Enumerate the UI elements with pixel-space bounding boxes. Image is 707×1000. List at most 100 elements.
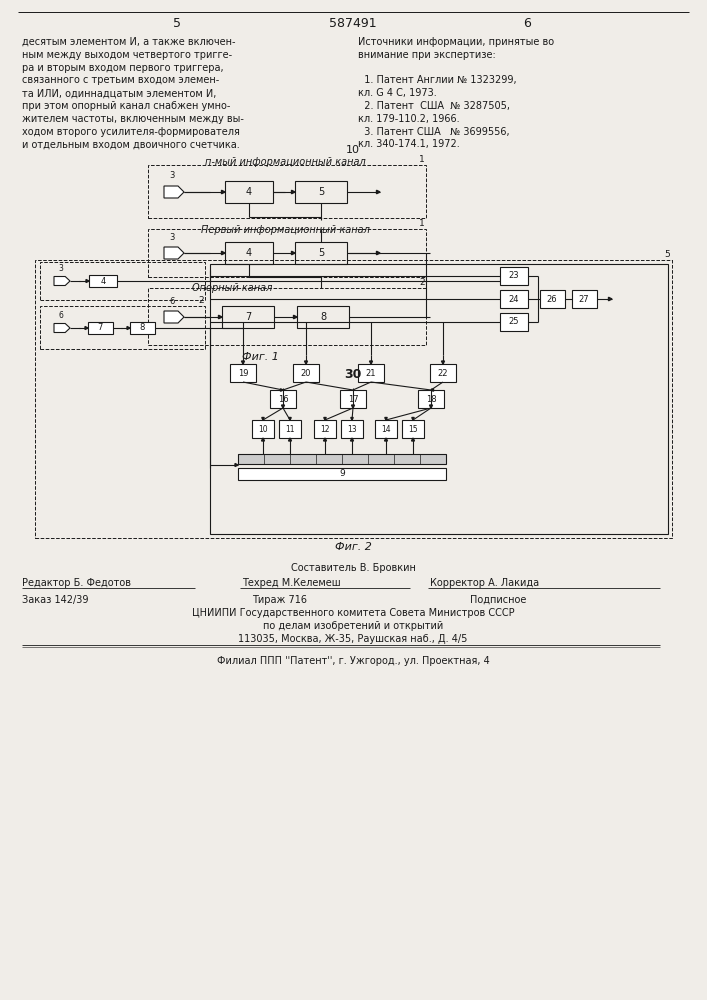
Text: 24: 24 — [509, 294, 519, 304]
Polygon shape — [221, 251, 225, 255]
Bar — [295, 181, 347, 203]
Text: 113035, Москва, Ж-35, Раушская наб., Д. 4/5: 113035, Москва, Ж-35, Раушская наб., Д. … — [238, 634, 468, 644]
Text: Подписное: Подписное — [470, 595, 527, 605]
Text: 3. Патент США   № 3699556,: 3. Патент США № 3699556, — [358, 127, 510, 137]
Text: 3: 3 — [169, 171, 175, 180]
Text: та ИЛИ, одиннадцатым элементом И,: та ИЛИ, одиннадцатым элементом И, — [22, 88, 216, 98]
Polygon shape — [288, 438, 291, 441]
Text: 2. Патент  США  № 3287505,: 2. Патент США № 3287505, — [358, 101, 510, 111]
Bar — [148, 288, 426, 345]
Bar — [295, 242, 347, 264]
Polygon shape — [127, 326, 130, 330]
Text: 2: 2 — [199, 296, 204, 305]
Text: ЦНИИПИ Государственного комитета Совета Министров СССР: ЦНИИПИ Государственного комитета Совета … — [192, 608, 514, 618]
Bar — [314, 420, 336, 438]
Text: Заказ 142/39: Заказ 142/39 — [22, 595, 88, 605]
Bar — [130, 322, 155, 334]
Polygon shape — [351, 438, 354, 441]
Bar — [225, 242, 273, 264]
Text: 5: 5 — [318, 187, 324, 197]
Polygon shape — [164, 247, 184, 259]
Polygon shape — [218, 315, 222, 319]
Text: 3: 3 — [169, 233, 175, 242]
Text: 6: 6 — [59, 311, 64, 320]
Text: и отдельным входом двоичного счетчика.: и отдельным входом двоичного счетчика. — [22, 139, 240, 149]
Text: 7: 7 — [245, 312, 251, 322]
Text: ра и вторым входом первого триггера,: ра и вторым входом первого триггера, — [22, 63, 223, 73]
Polygon shape — [351, 418, 354, 420]
Bar — [238, 454, 446, 464]
Text: 19: 19 — [238, 368, 248, 377]
Polygon shape — [351, 405, 354, 408]
Text: внимание при экспертизе:: внимание при экспертизе: — [358, 50, 496, 60]
Text: Филиал ППП ''Патент'', г. Ужгород., ул. Проектная, 4: Филиал ППП ''Патент'', г. Ужгород., ул. … — [216, 656, 489, 666]
Text: Техред М.Келемеш: Техред М.Келемеш — [242, 578, 341, 588]
Text: 15: 15 — [408, 424, 418, 434]
Text: 21: 21 — [366, 368, 376, 377]
Text: 25: 25 — [509, 318, 519, 326]
Bar — [430, 364, 456, 382]
Polygon shape — [385, 438, 387, 441]
Text: 23: 23 — [509, 271, 520, 280]
Bar — [500, 290, 528, 308]
Polygon shape — [281, 405, 284, 408]
Polygon shape — [54, 276, 70, 286]
Text: 20: 20 — [300, 368, 311, 377]
Text: 8: 8 — [320, 312, 326, 322]
Bar — [297, 306, 349, 328]
Text: 5: 5 — [665, 250, 670, 259]
Text: десятым элементом И, а также включен-: десятым элементом И, а также включен- — [22, 37, 235, 47]
Text: 27: 27 — [579, 294, 590, 304]
Text: 10: 10 — [346, 145, 360, 155]
Polygon shape — [411, 418, 414, 420]
Text: 26: 26 — [547, 294, 557, 304]
Bar — [252, 420, 274, 438]
Bar — [293, 364, 319, 382]
Bar — [35, 260, 672, 538]
Text: 6: 6 — [169, 297, 175, 306]
Bar — [88, 322, 113, 334]
Bar — [341, 420, 363, 438]
Polygon shape — [377, 190, 380, 194]
Text: кл. G 4 C, 1973.: кл. G 4 C, 1973. — [358, 88, 437, 98]
Bar — [40, 306, 205, 349]
Polygon shape — [429, 405, 433, 408]
Bar — [402, 420, 424, 438]
Text: 14: 14 — [381, 424, 391, 434]
Bar — [500, 313, 528, 331]
Polygon shape — [164, 186, 184, 198]
Text: жителем частоты, включенным между вы-: жителем частоты, включенным между вы- — [22, 114, 244, 124]
Bar — [238, 468, 446, 480]
Bar — [572, 290, 597, 308]
Bar — [418, 390, 444, 408]
Text: по делам изобретений и открытий: по делам изобретений и открытий — [263, 621, 443, 631]
Text: 7: 7 — [98, 324, 103, 332]
Text: при этом опорный канал снабжен умно-: при этом опорный канал снабжен умно- — [22, 101, 230, 111]
Text: 22: 22 — [438, 368, 448, 377]
Text: 5: 5 — [173, 17, 181, 30]
Text: кл. 340-174.1, 1972.: кл. 340-174.1, 1972. — [358, 139, 460, 149]
Text: связанного с третьим входом элемен-: связанного с третьим входом элемен- — [22, 75, 219, 85]
Polygon shape — [385, 418, 387, 420]
Bar — [225, 181, 273, 203]
Polygon shape — [235, 464, 238, 466]
Polygon shape — [370, 361, 373, 364]
Polygon shape — [293, 315, 297, 319]
Text: 3: 3 — [59, 264, 64, 273]
Text: 4: 4 — [246, 187, 252, 197]
Polygon shape — [262, 418, 264, 420]
Text: Корректор А. Лакида: Корректор А. Лакида — [430, 578, 539, 588]
Bar — [210, 264, 668, 534]
Polygon shape — [164, 311, 184, 323]
Bar — [148, 165, 426, 218]
Text: 2: 2 — [419, 278, 425, 287]
Text: Тираж 716: Тираж 716 — [252, 595, 308, 605]
Polygon shape — [281, 389, 283, 391]
Text: Опорный канал: Опорный канал — [192, 283, 272, 293]
Polygon shape — [431, 389, 433, 391]
Text: Фиг. 1: Фиг. 1 — [242, 352, 279, 362]
Text: ным между выходом четвертого тригге-: ным между выходом четвертого тригге- — [22, 50, 232, 60]
Text: 10: 10 — [258, 424, 268, 434]
Text: 1: 1 — [419, 219, 425, 228]
Polygon shape — [85, 326, 88, 330]
